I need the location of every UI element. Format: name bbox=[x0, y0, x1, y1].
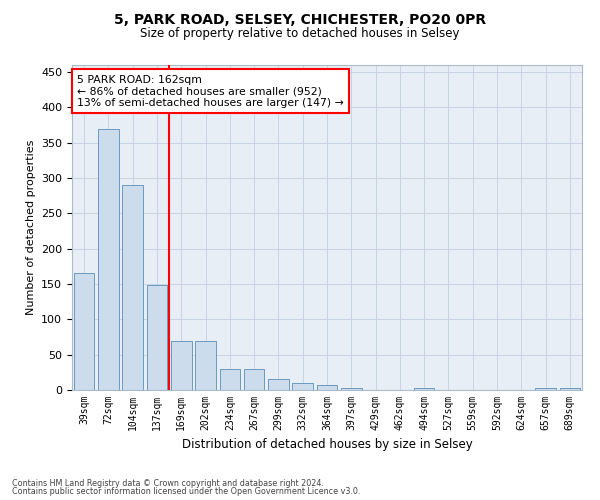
Bar bbox=[414, 388, 434, 390]
Bar bbox=[535, 388, 556, 390]
Bar bbox=[341, 388, 362, 390]
X-axis label: Distribution of detached houses by size in Selsey: Distribution of detached houses by size … bbox=[182, 438, 472, 452]
Bar bbox=[560, 388, 580, 390]
Bar bbox=[146, 286, 167, 390]
Text: 5, PARK ROAD, SELSEY, CHICHESTER, PO20 0PR: 5, PARK ROAD, SELSEY, CHICHESTER, PO20 0… bbox=[114, 12, 486, 26]
Bar bbox=[171, 340, 191, 390]
Bar bbox=[220, 369, 240, 390]
Bar bbox=[244, 369, 265, 390]
Text: 5 PARK ROAD: 162sqm
← 86% of detached houses are smaller (952)
13% of semi-detac: 5 PARK ROAD: 162sqm ← 86% of detached ho… bbox=[77, 74, 344, 108]
Bar bbox=[292, 383, 313, 390]
Bar bbox=[195, 340, 216, 390]
Text: Size of property relative to detached houses in Selsey: Size of property relative to detached ho… bbox=[140, 28, 460, 40]
Text: Contains HM Land Registry data © Crown copyright and database right 2024.: Contains HM Land Registry data © Crown c… bbox=[12, 478, 324, 488]
Text: Contains public sector information licensed under the Open Government Licence v3: Contains public sector information licen… bbox=[12, 487, 361, 496]
Y-axis label: Number of detached properties: Number of detached properties bbox=[26, 140, 35, 315]
Bar bbox=[74, 274, 94, 390]
Bar bbox=[268, 380, 289, 390]
Bar bbox=[122, 185, 143, 390]
Bar bbox=[317, 385, 337, 390]
Bar bbox=[98, 128, 119, 390]
